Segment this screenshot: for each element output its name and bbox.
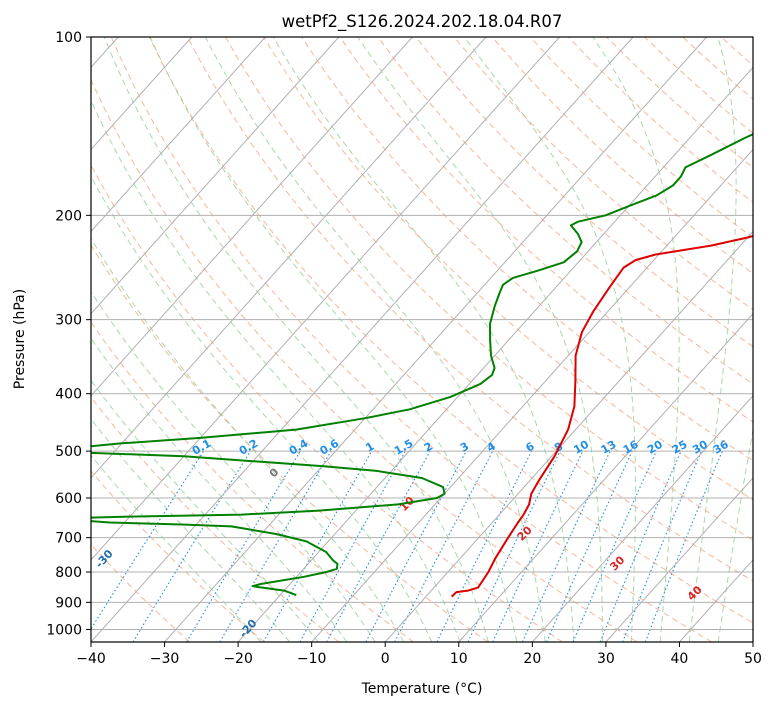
x-tick-label: −10 bbox=[297, 651, 327, 667]
isotherm-line bbox=[752, 641, 753, 642]
x-axis: −40 −30 −20 −10 0 10 20 30 40 50 bbox=[76, 642, 762, 667]
moist-adiabat bbox=[204, 37, 546, 642]
dry-adiabat bbox=[148, 37, 753, 624]
moist-adiabat bbox=[91, 454, 262, 642]
mixing-ratio-line bbox=[622, 450, 703, 642]
isotherm-line bbox=[91, 37, 634, 642]
isotherm-line bbox=[91, 37, 487, 479]
y-axis-label: Pressure (hPa) bbox=[12, 289, 28, 389]
dry-adiabat bbox=[91, 244, 489, 642]
dry-adiabat bbox=[91, 396, 340, 642]
y-tick-label: 700 bbox=[55, 531, 82, 547]
mixing-ratio-line bbox=[299, 450, 406, 642]
isotherm-line bbox=[91, 37, 413, 397]
x-tick-label: −30 bbox=[150, 651, 180, 667]
dry-adiabat bbox=[415, 37, 753, 348]
y-tick-label: 900 bbox=[55, 595, 82, 611]
isotherm-line bbox=[384, 230, 753, 642]
moist-adiabat bbox=[688, 37, 737, 642]
mixing-ratio-line bbox=[91, 450, 205, 630]
dry-adiabat bbox=[91, 470, 265, 642]
x-tick-label: 40 bbox=[671, 651, 689, 667]
y-tick-label: 400 bbox=[55, 387, 82, 403]
temperature-profile bbox=[451, 234, 753, 598]
x-tick-label: 20 bbox=[523, 651, 541, 667]
x-tick-label: 10 bbox=[450, 651, 468, 667]
moist-adiabat bbox=[91, 379, 319, 642]
moist-adiabat bbox=[717, 427, 753, 642]
dry-adiabat bbox=[91, 543, 191, 642]
moist-adiabats bbox=[91, 37, 753, 642]
dry-adiabat bbox=[110, 37, 713, 642]
isotherm-line bbox=[91, 37, 193, 151]
chart-title: wetPf2_S126.2024.202.18.04.R07 bbox=[282, 12, 563, 32]
dry-adiabat bbox=[453, 37, 753, 311]
mixing-ratio-line bbox=[263, 450, 373, 642]
dewpoint-profile bbox=[91, 133, 753, 597]
x-tick-label: 30 bbox=[597, 651, 615, 667]
dry-adiabat bbox=[91, 163, 563, 642]
isotherm-line bbox=[91, 37, 266, 233]
dry-adiabat bbox=[759, 37, 775, 642]
isotherm-line bbox=[311, 148, 753, 642]
moist-adiabat bbox=[103, 37, 489, 642]
isotherm-line bbox=[91, 37, 340, 315]
isotherm-line bbox=[531, 394, 753, 642]
moist-adiabat bbox=[91, 237, 405, 642]
moist-adiabat bbox=[357, 37, 603, 642]
mixing-ratio-line bbox=[599, 450, 682, 642]
moist-adiabat bbox=[91, 290, 376, 642]
mixing-ratio-line bbox=[546, 450, 633, 642]
x-tick-label: −40 bbox=[76, 651, 106, 667]
mixing-ratio-line bbox=[326, 450, 431, 642]
y-tick-label: 600 bbox=[55, 491, 82, 507]
moist-adiabat bbox=[592, 37, 680, 642]
y-tick-label: 200 bbox=[55, 208, 82, 224]
grid-lines bbox=[91, 37, 753, 642]
y-tick-label: 300 bbox=[55, 313, 82, 329]
isotherm-line bbox=[164, 37, 708, 642]
x-tick-label: 50 bbox=[744, 651, 762, 667]
mixing-ratio-line bbox=[572, 450, 657, 642]
x-axis-label: Temperature (°C) bbox=[361, 681, 483, 697]
moist-adiabat bbox=[272, 37, 575, 642]
moist-adiabat bbox=[149, 37, 518, 642]
mixing-ratio-line bbox=[436, 450, 533, 642]
isotherm-line bbox=[458, 312, 753, 642]
y-tick-label: 800 bbox=[55, 565, 82, 581]
moist-adiabat bbox=[91, 99, 461, 642]
x-tick-label: 0 bbox=[381, 651, 390, 667]
plot-frame bbox=[90, 36, 754, 643]
y-tick-label: 100 bbox=[55, 30, 82, 46]
isotherm-line bbox=[605, 477, 753, 642]
y-axis: 100 200 300 400 500 600 700 800 900 1000 bbox=[46, 30, 91, 638]
profiles bbox=[91, 133, 753, 598]
y-tick-label: 1000 bbox=[46, 622, 82, 638]
plot-area bbox=[91, 37, 753, 642]
isotherm-line bbox=[91, 37, 560, 561]
mixing-ratio-line bbox=[644, 450, 723, 642]
moist-adiabat bbox=[91, 418, 291, 642]
moist-adiabat bbox=[463, 37, 636, 642]
y-tick-label: 500 bbox=[55, 444, 82, 460]
isotherm-line bbox=[237, 66, 753, 642]
moist-adiabat bbox=[91, 337, 348, 642]
x-tick-label: −20 bbox=[223, 651, 253, 667]
